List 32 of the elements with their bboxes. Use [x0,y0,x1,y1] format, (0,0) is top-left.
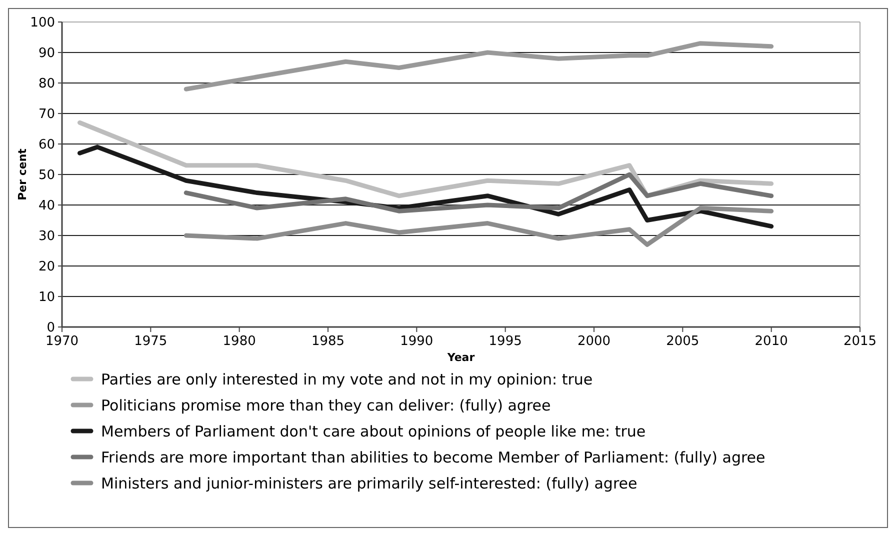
y-tick-label: 70 [38,107,55,122]
y-tick-label: 20 [38,260,55,275]
legend-label: Friends are more important than abilities to become Member of Parliament: (fully) agree [101,448,766,466]
line-series [184,172,774,214]
x-tick-label: 2000 [577,334,611,349]
legend-label: Politicians promise more than they can deliver: (fully) agree [101,396,551,414]
line-series [184,41,774,92]
legend-label: Parties are only interested in my vote and not in my opinion: true [101,370,593,388]
x-tick-label: 2010 [754,334,788,349]
y-tick-label: 100 [30,16,55,31]
y-tick-label: 40 [38,198,55,214]
x-axis-title: Year [446,351,476,364]
y-tick-label: 90 [38,46,55,62]
x-tick-label: 2015 [843,334,877,349]
legend-label: Ministers and junior-ministers are primarily self-interested: (fully) agree [101,474,638,492]
y-axis-title: Per cent [16,148,29,200]
y-tick-label: 50 [38,168,55,184]
legend-label: Members of Parliament don't care about opinions of people like me: true [101,422,646,440]
x-tick-label: 1975 [134,334,168,349]
y-tick-label: 60 [38,138,55,153]
x-tick-label: 2005 [666,334,700,349]
x-tick-label: 1990 [400,334,434,349]
y-tick-label: 10 [38,290,55,306]
y-tick-label: 80 [38,76,55,92]
x-tick-label: 1970 [45,334,79,349]
y-tick-label: 30 [38,229,55,244]
x-tick-label: 1985 [311,334,345,349]
line-series [77,120,774,198]
x-tick-label: 1980 [222,334,256,349]
y-tick-label: 0 [46,320,55,336]
x-tick-label: 1995 [488,334,522,349]
line-series [184,206,774,247]
